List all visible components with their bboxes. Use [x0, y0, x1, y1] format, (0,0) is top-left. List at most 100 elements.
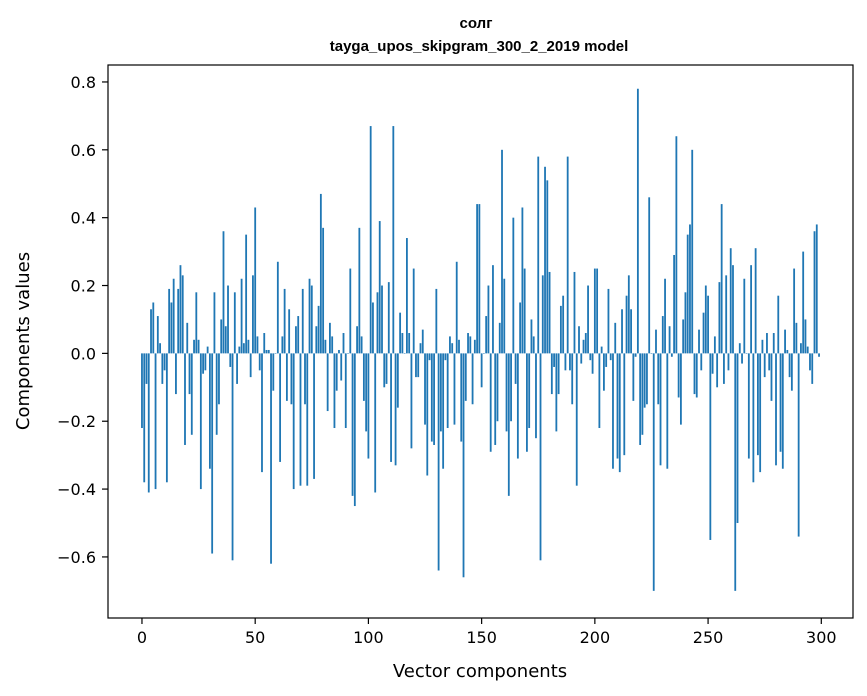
bar-133	[442, 353, 445, 469]
bar-145	[469, 336, 472, 354]
bar-72	[304, 353, 306, 405]
bar-251	[709, 353, 712, 540]
bar-229	[659, 353, 662, 466]
bar-215	[627, 275, 630, 354]
y-tick-label-7: 0.8	[71, 73, 96, 92]
bar-282	[779, 353, 782, 452]
bar-298	[815, 224, 818, 354]
bar-45	[242, 343, 245, 354]
bar-70	[299, 353, 302, 486]
bar-15	[175, 353, 177, 395]
bar-131	[437, 353, 440, 571]
bar-39	[229, 353, 232, 367]
bar-100	[367, 353, 370, 459]
y-tick-label-5: 0.4	[71, 209, 96, 228]
bar-141	[460, 353, 463, 442]
bar-38	[227, 285, 229, 354]
bar-77	[315, 326, 318, 354]
chart-title: солг	[460, 15, 493, 32]
bar-142	[462, 353, 465, 578]
bar-11	[165, 353, 168, 483]
bar-130	[435, 288, 438, 354]
bar-185	[559, 305, 562, 354]
bar-31	[211, 353, 214, 554]
bars-group	[141, 88, 820, 591]
bar-254	[716, 353, 719, 388]
bar-26	[199, 353, 202, 490]
bar-82	[326, 353, 329, 412]
bar-176	[539, 353, 542, 561]
y-tick-label-4: 0.2	[71, 277, 96, 296]
bar-170	[526, 353, 528, 452]
bar-240	[684, 292, 687, 354]
bar-57	[270, 353, 272, 564]
bar-264	[738, 343, 741, 354]
bar-34	[218, 353, 220, 405]
bar-256	[720, 204, 723, 354]
bar-92	[349, 268, 352, 354]
bar-78	[317, 305, 320, 354]
bar-113	[396, 353, 399, 408]
bar-24	[195, 292, 198, 354]
bar-205	[605, 353, 608, 367]
bar-285	[786, 349, 789, 354]
bar-146	[471, 353, 474, 405]
bar-64	[285, 353, 288, 401]
bar-288	[793, 268, 796, 354]
bar-280	[775, 353, 777, 466]
bar-105	[378, 221, 381, 354]
bar-41	[233, 292, 236, 354]
bar-20	[186, 322, 189, 354]
bar-190	[571, 353, 574, 405]
bar-109	[387, 282, 390, 354]
bar-50	[254, 207, 257, 354]
bar-248	[702, 312, 705, 354]
bar-69	[297, 316, 300, 354]
bar-132	[439, 353, 442, 432]
bar-287	[790, 353, 793, 391]
bar-214	[625, 295, 628, 354]
bar-27	[202, 353, 205, 374]
bar-221	[641, 353, 644, 435]
bar-223	[646, 353, 648, 405]
bar-150	[480, 353, 483, 388]
bar-178	[544, 166, 546, 354]
bar-119	[410, 353, 413, 449]
bar-52	[258, 353, 261, 371]
x-tick-label-0: 0	[137, 628, 147, 647]
bar-144	[467, 333, 469, 354]
bar-97	[360, 336, 363, 354]
bar-96	[358, 227, 361, 354]
bar-75	[310, 285, 313, 354]
bar-22	[190, 353, 193, 435]
bar-244	[693, 353, 696, 395]
bar-91	[347, 353, 349, 354]
bar-284	[784, 329, 786, 354]
bar-235	[673, 254, 676, 354]
bar-155	[492, 265, 494, 354]
bar-212	[621, 309, 623, 354]
bar-88	[340, 353, 343, 381]
bar-250	[707, 295, 709, 354]
bar-162	[507, 353, 510, 496]
bar-42	[236, 353, 238, 384]
bar-9	[161, 353, 164, 384]
bar-232	[666, 353, 669, 469]
bar-10	[163, 353, 166, 371]
bar-265	[741, 353, 743, 364]
bar-94	[353, 353, 356, 507]
bar-279	[772, 333, 775, 354]
bar-296	[811, 353, 814, 384]
bar-143	[464, 353, 467, 401]
bar-19	[184, 353, 186, 445]
bar-56	[267, 349, 270, 354]
bar-101	[369, 126, 372, 354]
bar-295	[809, 353, 811, 371]
bar-189	[569, 353, 571, 371]
plot-frame	[107, 64, 854, 619]
bar-204	[603, 353, 605, 391]
y-tick-label-0: −0.6	[57, 548, 96, 567]
x-tick-label-100: 100	[353, 628, 384, 647]
bar-46	[245, 234, 248, 354]
bar-136	[449, 336, 451, 354]
